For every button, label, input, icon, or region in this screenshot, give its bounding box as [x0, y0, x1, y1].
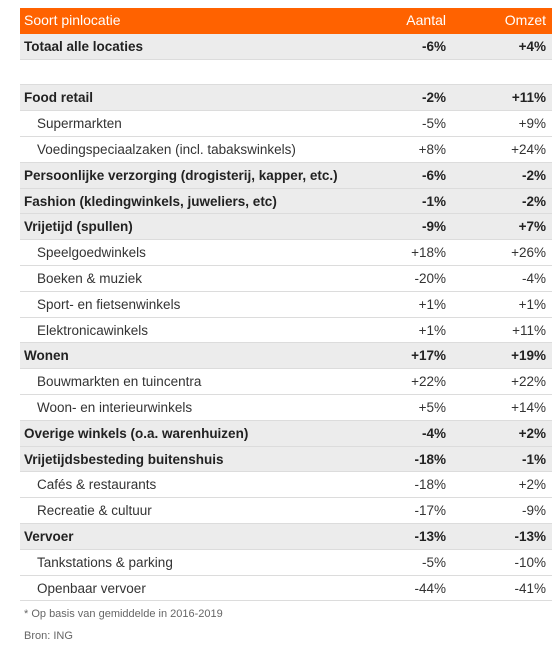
- aantal-value: Aantal: [406, 12, 446, 28]
- aantal-value: -5%: [421, 554, 446, 570]
- omzet-value: +19%: [511, 348, 546, 364]
- item-row: Supermarkten -5% +9%: [20, 111, 552, 137]
- row-label: Bouwmarkten en tuincentra: [37, 374, 202, 390]
- aantal-value: -20%: [414, 271, 446, 286]
- section-row: Persoonlijke verzorging (drogisterij, ka…: [20, 162, 552, 189]
- aantal-value: -6%: [421, 38, 446, 54]
- row-label: Elektronicawinkels: [37, 322, 149, 338]
- section-row: Overige winkels (o.a. warenhuizen) -4% +2%: [20, 420, 552, 447]
- omzet-value: +1%: [518, 296, 546, 312]
- row-label: Persoonlijke verzorging (drogisterij, ka…: [24, 167, 338, 183]
- omzet-value: -4%: [521, 271, 546, 286]
- item-row: Boeken & muziek -20% -4%: [20, 266, 552, 292]
- omzet-value: +11%: [511, 90, 546, 106]
- omzet-value: +9%: [518, 116, 546, 132]
- aantal-value: -18%: [414, 477, 446, 493]
- row-label: Speelgoedwinkels: [37, 245, 146, 261]
- omzet-value: +22%: [511, 374, 546, 390]
- row-label: Wonen: [24, 348, 69, 364]
- row-label: Vrijetijd (spullen): [24, 219, 133, 235]
- omzet-value: +2%: [518, 477, 546, 493]
- row-label: Boeken & muziek: [37, 271, 143, 286]
- omzet-value: +24%: [511, 142, 546, 157]
- item-row: Openbaar vervoer -44% -41%: [20, 576, 552, 602]
- omzet-value: -13%: [514, 529, 546, 544]
- row-label: Recreatie & cultuur: [37, 503, 152, 519]
- aantal-value: -1%: [421, 193, 446, 209]
- item-row: Elektronicawinkels +1% +11%: [20, 318, 552, 344]
- row-label: Totaal alle locaties: [24, 38, 144, 54]
- row-label: Soort pinlocatie: [24, 12, 121, 28]
- row-label: Food retail: [24, 90, 94, 106]
- aantal-value: +22%: [411, 374, 446, 390]
- row-label: Vervoer: [24, 529, 74, 544]
- item-row: Woon- en interieurwinkels +5% +14%: [20, 395, 552, 421]
- omzet-value: -2%: [521, 167, 546, 183]
- omzet-value: -41%: [514, 580, 546, 596]
- row-label: Sport- en fietsenwinkels: [37, 296, 181, 312]
- aantal-value: -4%: [421, 425, 446, 441]
- aantal-value: -44%: [414, 580, 446, 596]
- item-row: Bouwmarkten en tuincentra +22% +22%: [20, 369, 552, 395]
- section-row: Vervoer -13% -13%: [20, 524, 552, 550]
- omzet-value: -2%: [521, 193, 546, 209]
- aantal-value: -6%: [421, 167, 446, 183]
- aantal-value: -17%: [414, 503, 446, 519]
- row-label: Fashion (kledingwinkels, juweliers, etc): [24, 193, 277, 209]
- item-row: Sport- en fietsenwinkels +1% +1%: [20, 292, 552, 318]
- source: Bron: ING: [24, 630, 73, 642]
- omzet-value: -1%: [521, 451, 546, 467]
- omzet-value: +2%: [518, 425, 546, 441]
- omzet-value: Omzet: [504, 12, 546, 28]
- item-row: Recreatie & cultuur -17% -9%: [20, 498, 552, 524]
- omzet-value: +14%: [511, 400, 546, 415]
- aantal-value: -18%: [414, 451, 446, 467]
- omzet-value: -10%: [514, 554, 546, 570]
- row-label: Openbaar vervoer: [37, 580, 146, 596]
- section-row: Wonen +17% +19%: [20, 343, 552, 370]
- item-row: Tankstations & parking -5% -10%: [20, 550, 552, 576]
- aantal-value: +1%: [418, 322, 446, 338]
- aantal-value: +17%: [411, 348, 446, 364]
- omzet-value: +11%: [512, 322, 546, 338]
- omzet-value: +7%: [518, 219, 546, 235]
- aantal-value: -13%: [414, 529, 446, 544]
- item-row: Voedingspeciaalzaken (incl. tabakswinkel…: [20, 137, 552, 163]
- aantal-value: +1%: [418, 296, 446, 312]
- row-label: Supermarkten: [37, 116, 122, 132]
- row-label: Overige winkels (o.a. warenhuizen): [24, 425, 249, 441]
- aantal-value: +18%: [411, 245, 446, 261]
- table-header: Soort pinlocatie Aantal Omzet: [20, 8, 552, 34]
- footnote: * Op basis van gemiddelde in 2016-2019: [24, 608, 223, 620]
- total-row: Totaal alle locaties -6% +4%: [20, 33, 552, 60]
- omzet-value: +4%: [518, 38, 546, 54]
- aantal-value: -5%: [421, 116, 446, 132]
- row-label: Cafés & restaurants: [37, 477, 157, 493]
- item-row: Cafés & restaurants -18% +2%: [20, 472, 552, 499]
- section-row: Fashion (kledingwinkels, juweliers, etc)…: [20, 188, 552, 215]
- aantal-value: -2%: [421, 90, 446, 106]
- omzet-value: -9%: [521, 503, 546, 519]
- row-label: Voedingspeciaalzaken (incl. tabakswinkel…: [37, 142, 296, 157]
- aantal-value: +5%: [418, 400, 446, 415]
- row-label: Vrijetijdsbesteding buitenshuis: [24, 451, 224, 467]
- spacer-row: [20, 60, 552, 86]
- row-label: Tankstations & parking: [37, 554, 173, 570]
- omzet-value: +26%: [511, 245, 546, 261]
- item-row: Speelgoedwinkels +18% +26%: [20, 240, 552, 266]
- aantal-value: -9%: [421, 219, 446, 235]
- section-row: Vrijetijdsbesteding buitenshuis -18% -1%: [20, 446, 552, 473]
- aantal-value: +8%: [418, 142, 446, 157]
- section-row: Vrijetijd (spullen) -9% +7%: [20, 214, 552, 241]
- row-label: Woon- en interieurwinkels: [37, 400, 193, 415]
- section-row: Food retail -2% +11%: [20, 85, 552, 112]
